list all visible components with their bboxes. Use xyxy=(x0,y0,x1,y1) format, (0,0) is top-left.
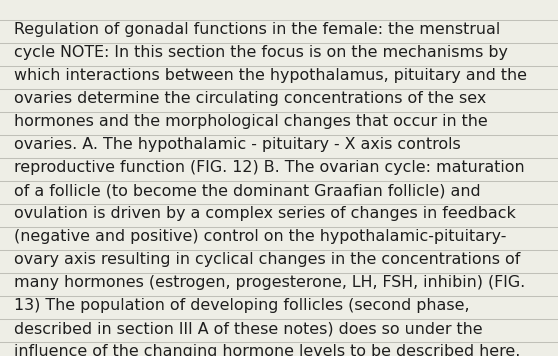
Text: influence of the changing hormone levels to be described here.: influence of the changing hormone levels… xyxy=(14,344,521,356)
Text: reproductive function (FIG. 12) B. The ovarian cycle: maturation: reproductive function (FIG. 12) B. The o… xyxy=(14,160,525,175)
Text: many hormones (estrogen, progesterone, LH, FSH, inhibin) (FIG.: many hormones (estrogen, progesterone, L… xyxy=(14,275,525,290)
Text: of a follicle (to become the dominant Graafian follicle) and: of a follicle (to become the dominant Gr… xyxy=(14,183,480,198)
Text: which interactions between the hypothalamus, pituitary and the: which interactions between the hypothala… xyxy=(14,68,527,83)
Text: ovary axis resulting in cyclical changes in the concentrations of: ovary axis resulting in cyclical changes… xyxy=(14,252,521,267)
Text: 13) The population of developing follicles (second phase,: 13) The population of developing follicl… xyxy=(14,298,469,313)
Text: ovaries determine the circulating concentrations of the sex: ovaries determine the circulating concen… xyxy=(14,91,486,106)
Text: ovulation is driven by a complex series of changes in feedback: ovulation is driven by a complex series … xyxy=(14,206,516,221)
Text: (negative and positive) control on the hypothalamic-pituitary-: (negative and positive) control on the h… xyxy=(14,229,506,244)
Text: ovaries. A. The hypothalamic - pituitary - X axis controls: ovaries. A. The hypothalamic - pituitary… xyxy=(14,137,461,152)
Text: Regulation of gonadal functions in the female: the menstrual: Regulation of gonadal functions in the f… xyxy=(14,22,501,37)
Text: described in section III A of these notes) does so under the: described in section III A of these note… xyxy=(14,321,483,336)
Text: cycle NOTE: In this section the focus is on the mechanisms by: cycle NOTE: In this section the focus is… xyxy=(14,45,508,60)
Text: hormones and the morphological changes that occur in the: hormones and the morphological changes t… xyxy=(14,114,488,129)
